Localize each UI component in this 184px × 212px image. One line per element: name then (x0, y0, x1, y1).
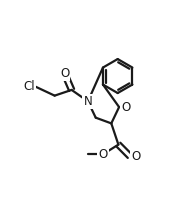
Text: O: O (60, 67, 69, 80)
Text: O: O (98, 148, 107, 161)
Text: O: O (131, 149, 141, 163)
Text: O: O (121, 100, 131, 114)
Text: Cl: Cl (24, 80, 35, 93)
Text: N: N (84, 95, 92, 108)
